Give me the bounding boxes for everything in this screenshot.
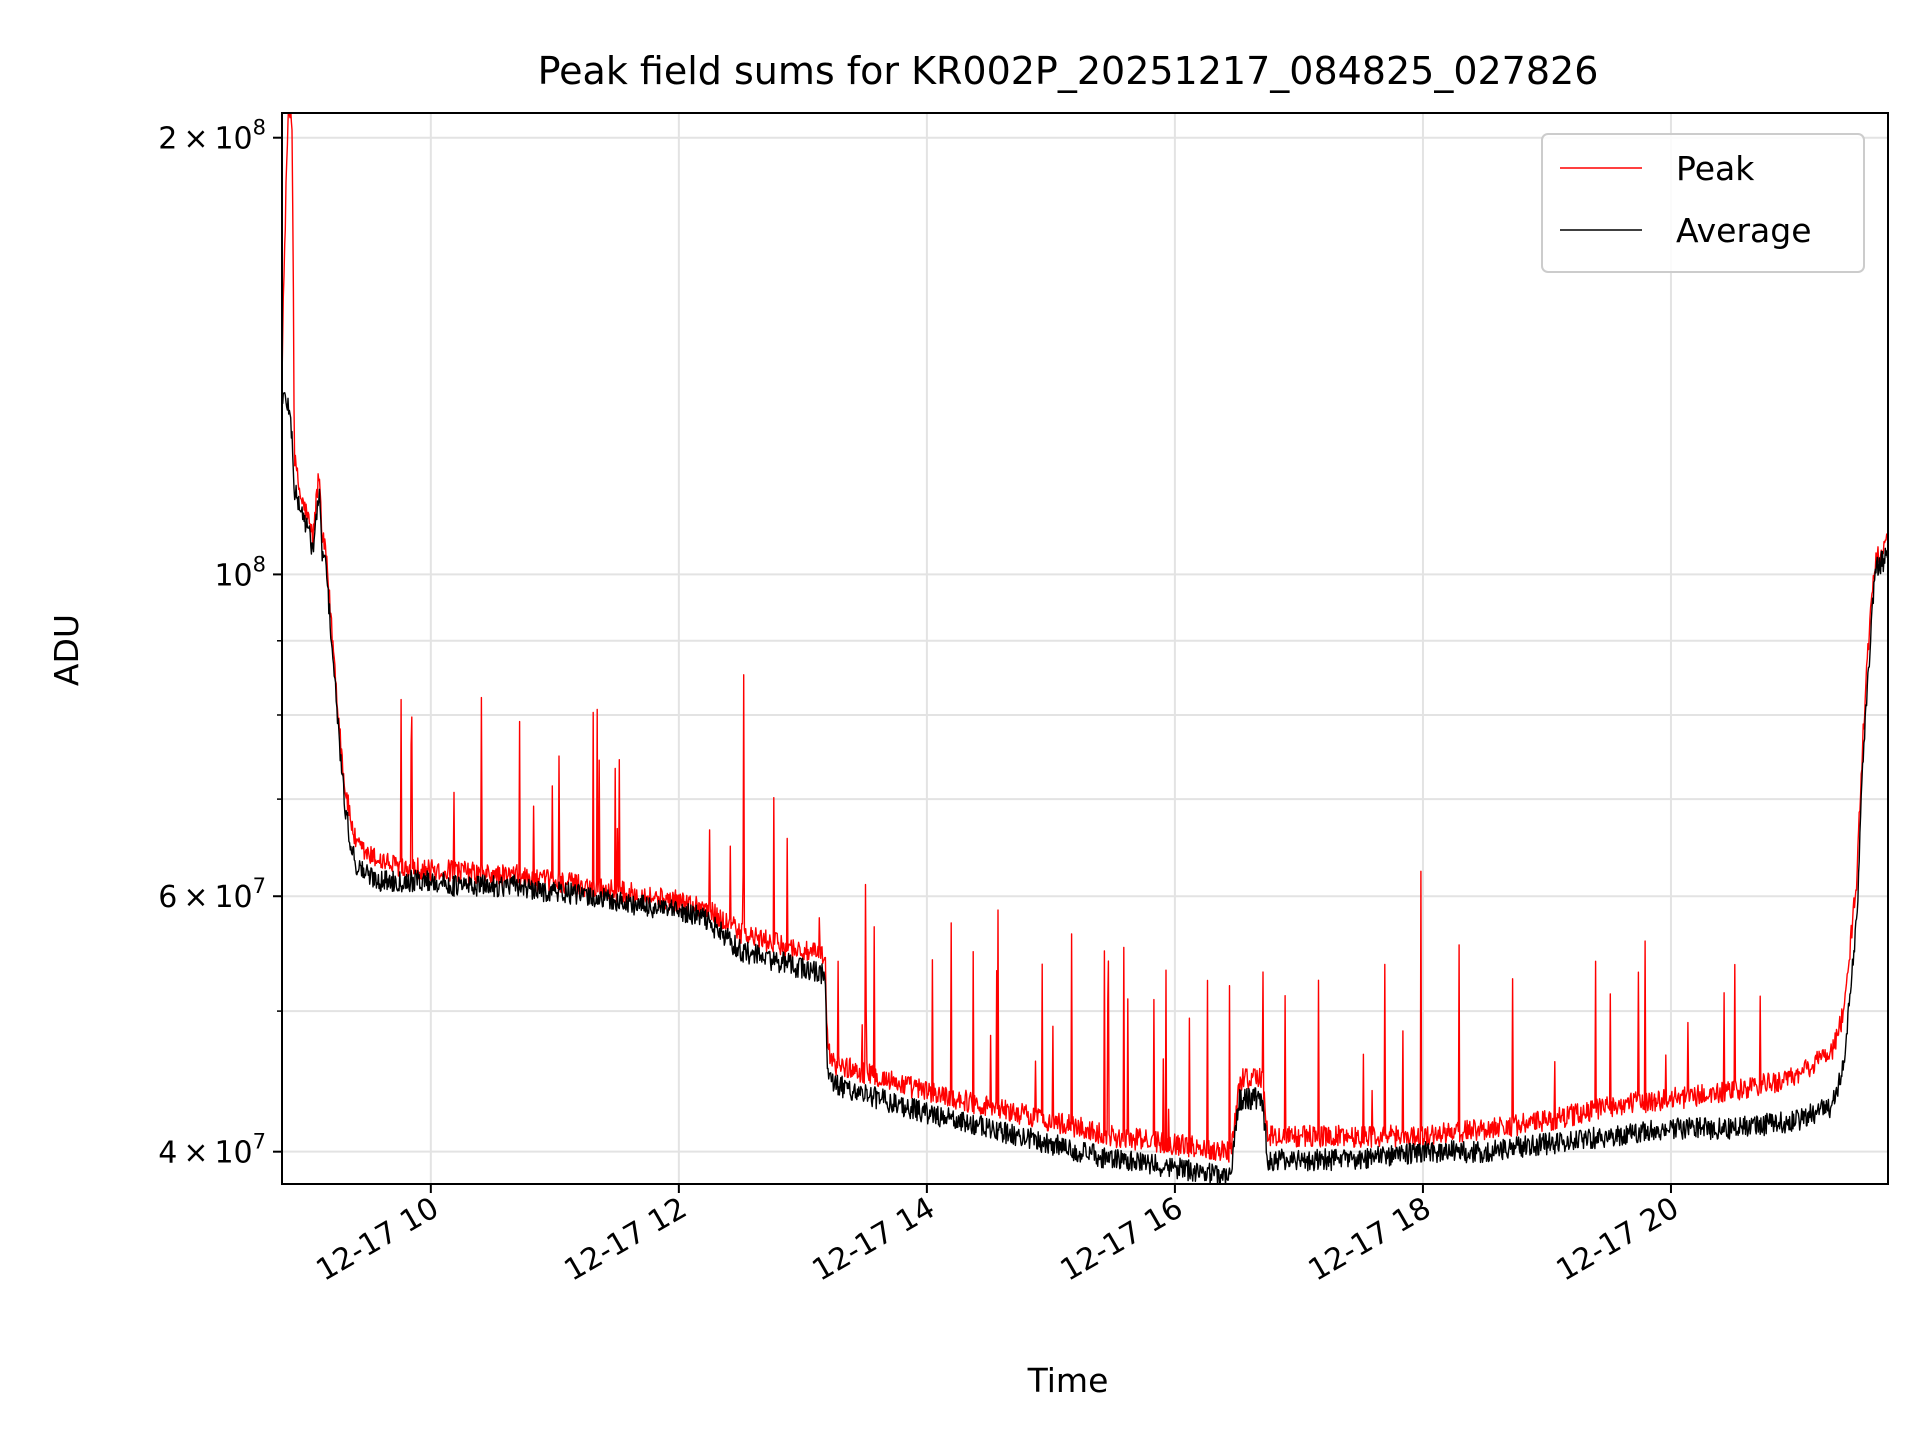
legend-average-label: Average <box>1676 211 1812 250</box>
y-tick-exponent: 8 <box>253 552 266 576</box>
y-axis-label: ADU <box>47 614 86 686</box>
x-axis-label: Time <box>1027 1361 1109 1400</box>
y-tick-exponent: 8 <box>253 116 266 140</box>
y-tick-exponent: 7 <box>253 1130 266 1154</box>
y-tick-exponent: 7 <box>253 874 266 898</box>
series-layer <box>282 113 1888 1184</box>
chart-title: Peak field sums for KR002P_20251217_0848… <box>538 49 1599 93</box>
peak-series-line <box>282 113 1888 1163</box>
legend-peak-label: Peak <box>1676 149 1755 188</box>
grid <box>282 113 1888 1184</box>
legend: Peak Average <box>1541 133 1865 273</box>
plot-frame <box>281 112 1889 1185</box>
y-tick-label: 4 × 107 <box>158 1130 266 1171</box>
y-tick-label: 2 × 108 <box>158 116 266 157</box>
average-series-line <box>282 392 1888 1184</box>
y-tick-label: 6 × 107 <box>158 874 266 915</box>
